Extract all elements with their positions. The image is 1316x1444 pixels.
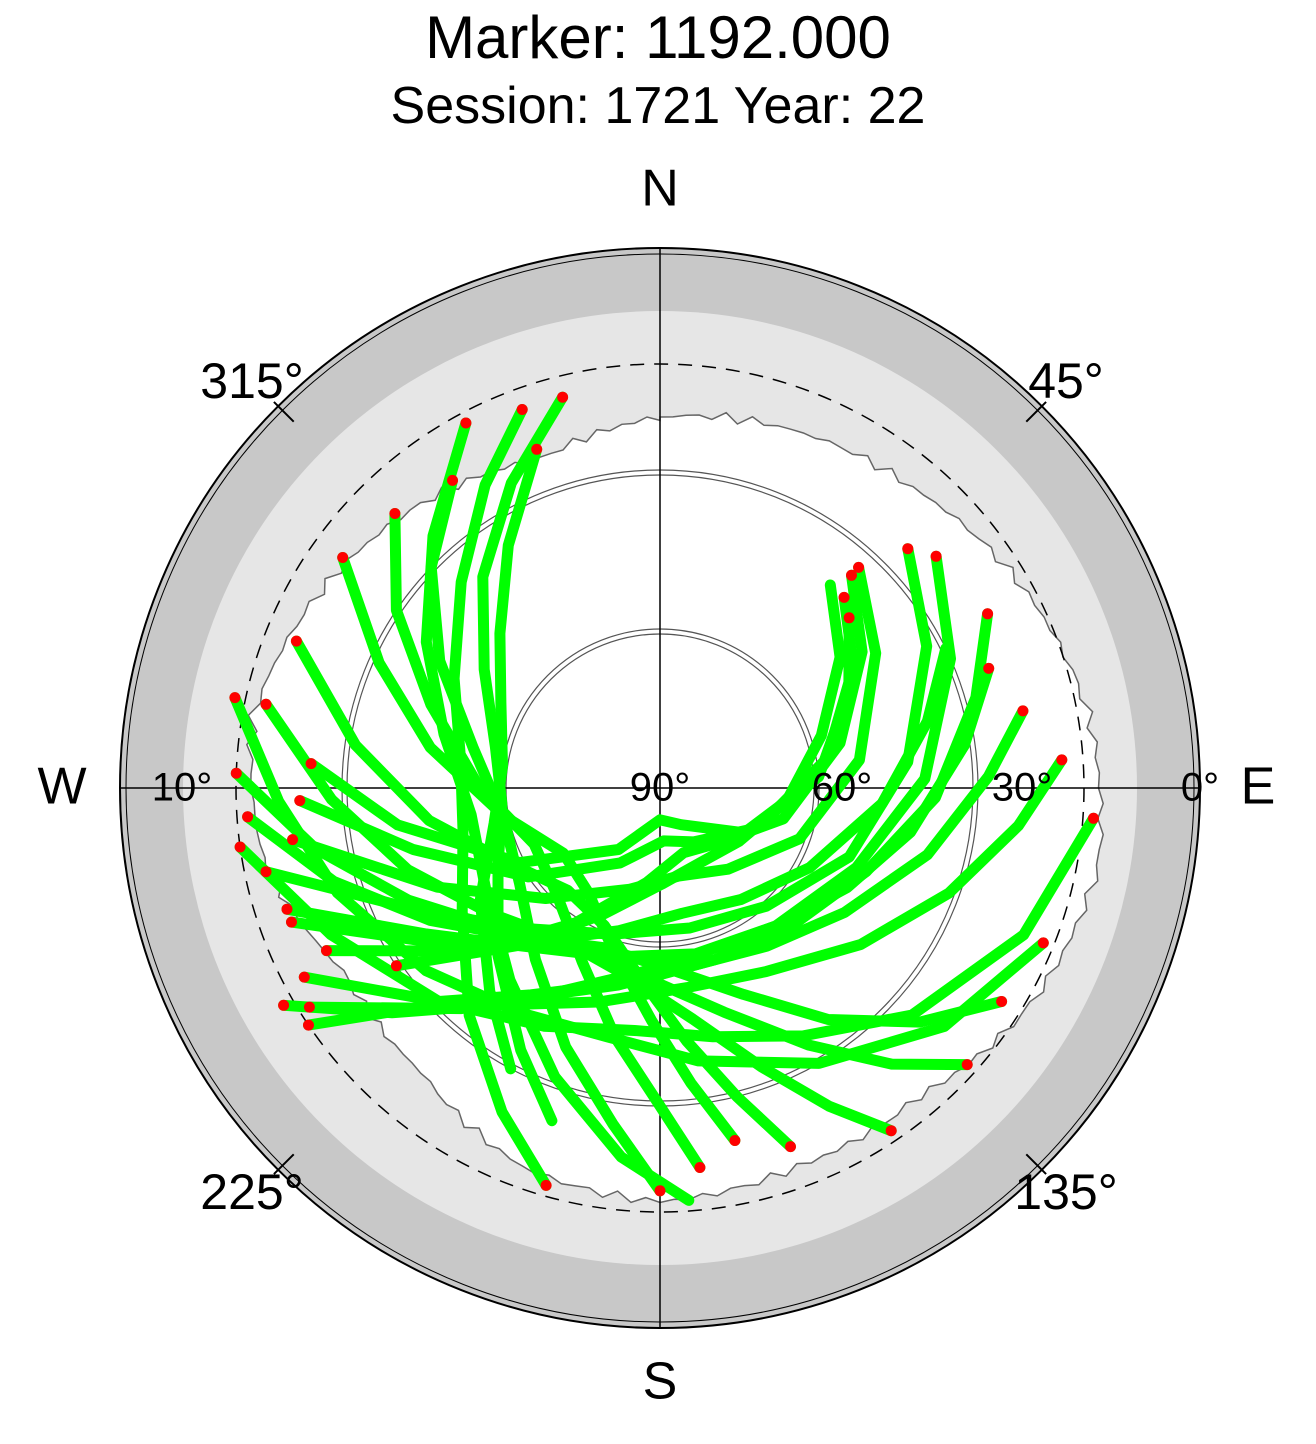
endpoints-layer — [229, 391, 1099, 1197]
cardinal-label-west: W — [37, 758, 86, 816]
tracks-layer — [229, 391, 1099, 1206]
elevation-label-30: 30° — [992, 766, 1053, 810]
track-endpoint-41 — [447, 474, 458, 486]
track-endpoint-22 — [260, 866, 272, 878]
elevation-label-90: 90° — [630, 766, 691, 810]
track-endpoint-44 — [531, 443, 543, 455]
track-endpoint-12 — [1037, 937, 1049, 949]
azimuth-tick-45 — [1025, 401, 1047, 423]
track-endpoint-16 — [785, 1141, 796, 1153]
track-endpoint-23 — [287, 834, 299, 846]
satellite-track-25 — [420, 417, 695, 1206]
azimuth-label-45: 45° — [1028, 353, 1104, 409]
track-endpoint-13 — [996, 996, 1008, 1007]
cardinal-label-east: E — [1241, 758, 1276, 816]
elevation-label-60: 60° — [812, 766, 873, 810]
elevation-label-0: 0° — [1181, 766, 1219, 810]
track-endpoint-10 — [1056, 754, 1068, 766]
track-endpoint-32 — [229, 692, 241, 704]
track-endpoint-29 — [303, 1019, 314, 1031]
track-endpoint-38 — [290, 635, 302, 647]
track-endpoint-31 — [286, 916, 297, 928]
labels-layer: N S W E 45° 135° 225° 315° 0° 30° 60° 90° 10° — [37, 160, 1275, 1411]
track-endpoint-17 — [729, 1135, 741, 1146]
track-endpoint-26 — [321, 945, 332, 957]
track-endpoint-40 — [389, 508, 401, 519]
page-title: Marker: 1192.000 — [425, 4, 891, 71]
track-endpoint-21 — [281, 903, 293, 915]
track-endpoint-19 — [654, 1185, 666, 1197]
cardinal-label-north: N — [641, 160, 679, 218]
satellite-track-10 — [278, 754, 1068, 1019]
track-endpoint-15 — [885, 1125, 897, 1137]
page-subtitle: Session: 1721 Year: 22 — [390, 77, 926, 135]
track-endpoint-6 — [846, 569, 857, 581]
track-endpoint-3 — [853, 561, 865, 573]
track-endpoint-7 — [982, 608, 994, 620]
track-endpoint-18 — [694, 1162, 706, 1173]
satellite-track-13 — [234, 812, 1099, 1043]
track-endpoint-20 — [540, 1179, 552, 1191]
azimuth-tick-225 — [273, 1153, 295, 1175]
azimuth-tick-135 — [1025, 1153, 1047, 1175]
azimuth-label-315: 315° — [200, 353, 303, 409]
azimuth-label-225: 225° — [200, 1164, 303, 1220]
elevation-label-10: 10° — [152, 766, 213, 810]
track-endpoint-33 — [234, 841, 246, 853]
track-endpoint-9 — [1017, 705, 1029, 717]
track-endpoint-45 — [460, 417, 472, 429]
satellite-track-24 — [474, 443, 543, 1075]
track-endpoint-8 — [983, 662, 995, 674]
track-endpoint-43 — [557, 391, 569, 403]
satellite-track-15 — [242, 811, 1008, 1028]
satellite-track-19 — [337, 552, 741, 1146]
azimuth-tick-315 — [273, 401, 295, 423]
satellite-track-21 — [425, 474, 666, 1197]
azimuth-label-135: 135° — [1014, 1164, 1117, 1220]
track-endpoint-27 — [298, 971, 310, 983]
track-endpoint-34 — [390, 960, 402, 972]
satellite-track-20 — [389, 508, 706, 1173]
cardinal-label-south: S — [643, 1353, 678, 1411]
track-endpoint-39 — [337, 552, 349, 563]
track-endpoint-30 — [278, 999, 290, 1011]
track-endpoint-28 — [303, 1001, 315, 1013]
track-endpoint-36 — [230, 767, 242, 779]
satellite-track-17 — [260, 698, 897, 1137]
satellite-track-14 — [390, 579, 846, 972]
track-endpoint-37 — [260, 698, 272, 710]
track-endpoint-11 — [1088, 812, 1099, 824]
track-endpoint-2 — [902, 543, 914, 555]
track-endpoint-14 — [961, 1059, 973, 1071]
track-endpoint-4 — [838, 591, 850, 603]
track-endpoint-35 — [242, 811, 254, 823]
track-endpoint-42 — [516, 404, 528, 415]
satellite-track-18 — [290, 635, 796, 1153]
track-endpoint-5 — [843, 612, 855, 624]
track-endpoint-25 — [305, 758, 317, 770]
track-endpoint-24 — [294, 795, 306, 807]
track-endpoint-1 — [930, 550, 942, 562]
